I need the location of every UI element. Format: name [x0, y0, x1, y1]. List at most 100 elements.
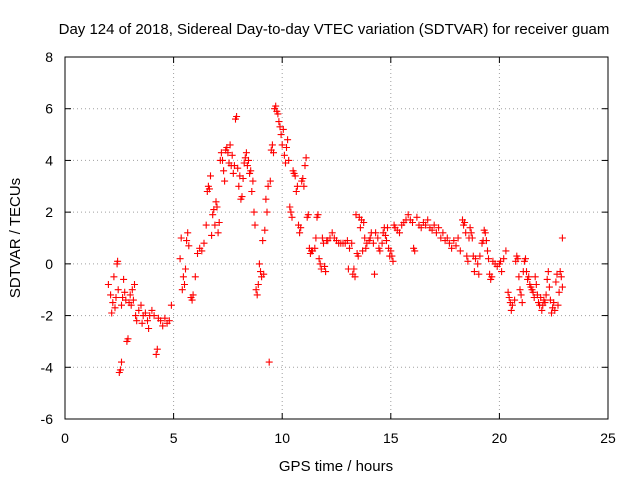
- data-point: [181, 281, 188, 288]
- data-point: [482, 237, 490, 245]
- data-point: [550, 299, 558, 307]
- data-point: [253, 291, 261, 299]
- data-point: [191, 273, 199, 281]
- data-point: [179, 273, 187, 281]
- data-point: [104, 281, 112, 288]
- data-point: [128, 286, 136, 294]
- data-point: [476, 252, 484, 260]
- data-point: [366, 234, 374, 242]
- data-point: [409, 219, 416, 226]
- data-point: [182, 265, 189, 273]
- data-point: [266, 177, 274, 185]
- data-point: [430, 221, 438, 229]
- data-point: [239, 175, 247, 182]
- data-point: [145, 325, 153, 332]
- data-point: [249, 177, 257, 185]
- data-point: [467, 229, 475, 237]
- data-point: [234, 164, 242, 172]
- data-point: [529, 288, 537, 296]
- data-point: [176, 255, 184, 263]
- data-point: [260, 270, 268, 278]
- data-point: [312, 234, 320, 242]
- data-point: [277, 131, 285, 139]
- data-point: [205, 185, 213, 193]
- data-point: [121, 288, 129, 296]
- data-point: [235, 182, 243, 190]
- data-points: [104, 102, 566, 376]
- data-point: [435, 224, 443, 232]
- data-point: [384, 224, 391, 232]
- data-point: [268, 141, 276, 149]
- data-point: [207, 172, 214, 180]
- x-tick-label: 20: [492, 430, 508, 446]
- data-point: [557, 273, 565, 281]
- data-point: [292, 188, 300, 195]
- data-point: [532, 281, 540, 288]
- y-tick-label: 0: [45, 256, 53, 272]
- x-tick-label: 15: [383, 430, 399, 446]
- data-point: [131, 281, 138, 288]
- data-point: [285, 156, 293, 164]
- data-point: [543, 275, 551, 283]
- data-point: [213, 203, 221, 211]
- data-point: [314, 211, 322, 219]
- data-point: [132, 312, 140, 320]
- data-point: [270, 149, 277, 157]
- data-point: [468, 234, 476, 242]
- data-point: [514, 255, 522, 263]
- data-point: [396, 229, 403, 237]
- data-point: [522, 255, 529, 263]
- data-point: [318, 234, 326, 242]
- data-point: [107, 291, 115, 299]
- data-point: [502, 247, 510, 255]
- data-point: [541, 299, 549, 307]
- x-tick-label: 0: [61, 430, 69, 446]
- data-point: [280, 151, 288, 159]
- data-point: [148, 306, 156, 314]
- data-point: [515, 273, 523, 281]
- y-tick-labels: -6 -4 -2 0 2 4 6 8: [41, 49, 54, 427]
- data-point: [463, 252, 471, 260]
- data-point: [114, 257, 122, 265]
- data-point: [262, 195, 270, 203]
- data-point: [511, 296, 519, 304]
- data-point: [144, 317, 151, 325]
- data-point: [424, 216, 432, 224]
- data-point: [242, 149, 250, 157]
- y-tick-label: 8: [45, 49, 53, 65]
- data-point: [555, 288, 563, 296]
- data-point: [439, 229, 447, 237]
- data-point: [481, 229, 489, 237]
- data-point: [322, 268, 330, 276]
- data-point: [110, 273, 118, 281]
- data-point: [129, 296, 137, 304]
- data-point: [454, 234, 462, 242]
- data-point: [362, 244, 370, 252]
- data-point: [251, 221, 259, 229]
- data-point: [178, 286, 186, 294]
- data-point: [184, 229, 192, 237]
- data-point: [500, 255, 508, 263]
- data-point: [265, 358, 273, 366]
- data-point: [212, 198, 220, 206]
- data-point: [245, 156, 252, 164]
- data-point: [311, 244, 319, 252]
- data-point: [388, 252, 396, 260]
- data-point: [293, 182, 301, 190]
- data-point: [372, 229, 380, 237]
- data-point: [302, 154, 310, 162]
- data-point: [417, 224, 425, 232]
- data-point: [272, 102, 280, 110]
- data-point: [118, 358, 125, 366]
- x-tick-labels: 0 5 10 15 20 25: [61, 430, 616, 446]
- data-point: [200, 239, 208, 247]
- data-point: [296, 229, 304, 237]
- data-point: [261, 226, 269, 234]
- y-tick-label: 6: [45, 101, 53, 117]
- y-axis-label: SDTVAR / TECUs: [7, 178, 24, 298]
- data-point: [523, 268, 530, 276]
- data-point: [114, 286, 122, 294]
- data-point: [112, 294, 120, 301]
- x-tick-label: 5: [170, 430, 178, 446]
